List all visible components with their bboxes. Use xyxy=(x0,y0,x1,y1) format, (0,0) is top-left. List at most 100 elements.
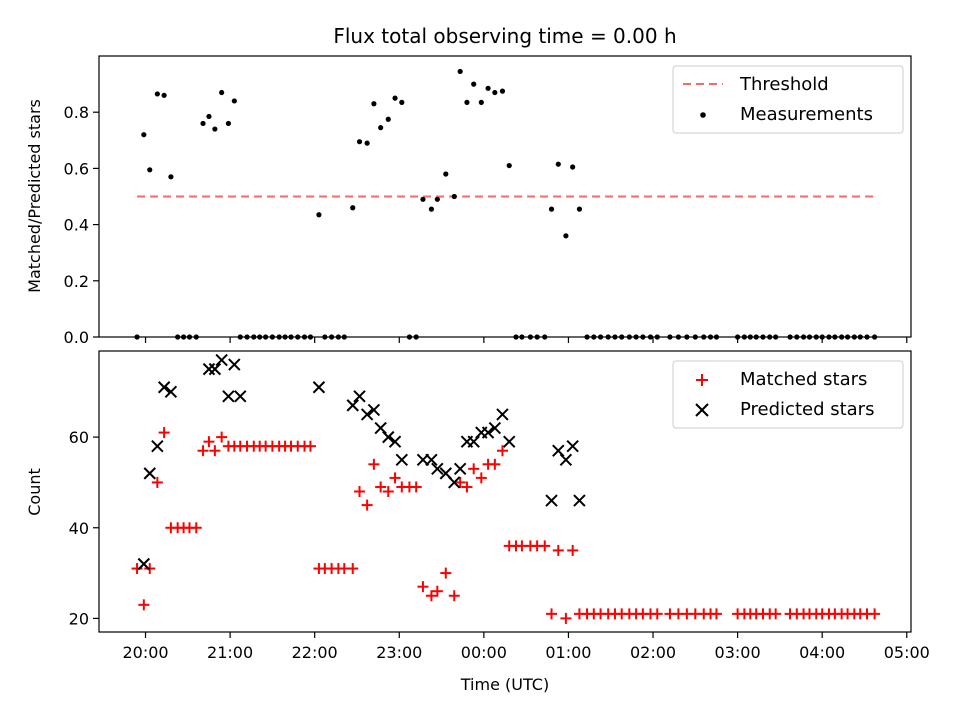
matched-star-point xyxy=(368,458,380,470)
predicted-star-point xyxy=(496,408,509,421)
measurement-point xyxy=(371,101,377,107)
predicted-star-point xyxy=(367,403,381,417)
x-tick-label: 03:00 xyxy=(715,643,761,662)
matched-star-point xyxy=(190,522,202,534)
predicted-star-point xyxy=(481,426,495,439)
measurement-point xyxy=(570,164,576,170)
matched-star-point xyxy=(375,481,387,493)
measurement-point xyxy=(364,140,370,146)
matched-star-points xyxy=(131,427,881,624)
matched-star-point xyxy=(651,608,663,620)
matched-star-point xyxy=(158,427,170,439)
measurement-point xyxy=(350,205,356,211)
predicted-star-point xyxy=(425,453,438,466)
top-chart-title: Flux total observing time = 0.00 h xyxy=(333,24,676,48)
matched-star-point xyxy=(209,445,221,457)
predicted-star-point xyxy=(312,381,326,394)
measurement-point xyxy=(576,206,583,212)
top-y-tick-label: 0.4 xyxy=(64,216,89,235)
predicted-star-point xyxy=(143,467,156,480)
legend-threshold-label: Threshold xyxy=(739,74,829,95)
ratio-panel: Flux total observing time = 0.00 h Match… xyxy=(25,24,912,347)
bottom-tick-layer: 20 40 60 20:00 21:00 22:00 23:00 00:00 01:00 02:0… xyxy=(69,428,930,662)
top-y-tick-label: 0.6 xyxy=(64,159,89,178)
measurement-point xyxy=(443,171,449,177)
measurement-point xyxy=(420,196,426,202)
predicted-star-point xyxy=(431,462,444,476)
predicted-star-point xyxy=(228,358,241,371)
top-axes-frame xyxy=(98,55,912,338)
predicted-star-point xyxy=(360,408,374,421)
matched-star-point xyxy=(203,436,215,448)
measurement-point xyxy=(451,193,457,200)
legend-measurements-label: Measurements xyxy=(740,104,873,125)
matched-star-point xyxy=(354,486,366,497)
top-y-axis-label: Matched/Predicted stars xyxy=(25,99,44,293)
measurement-point xyxy=(231,98,237,104)
matched-star-point xyxy=(197,445,209,457)
bottom-legend: Matched stars Predicted stars xyxy=(672,360,904,429)
matched-star-point xyxy=(417,581,429,593)
predicted-star-point xyxy=(215,353,228,367)
matched-star-point xyxy=(468,463,480,475)
x-tick-label: 21:00 xyxy=(207,643,253,662)
measurement-point xyxy=(428,206,435,212)
measurement-point xyxy=(219,89,225,96)
measurement-point xyxy=(471,81,477,87)
matched-star-point xyxy=(496,445,508,457)
matched-star-point xyxy=(347,563,359,575)
top-legend-box xyxy=(672,65,904,134)
matched-star-point xyxy=(710,608,722,620)
measurement-point xyxy=(492,89,498,96)
predicted-star-point xyxy=(566,439,579,453)
measurement-point xyxy=(506,162,512,169)
predicted-star-point xyxy=(388,435,402,448)
measurement-point xyxy=(555,161,561,167)
predicted-star-point xyxy=(559,453,573,466)
matched-star-point xyxy=(454,476,466,488)
measurement-point xyxy=(225,120,232,127)
measurement-point xyxy=(399,99,405,105)
x-tick-label: 23:00 xyxy=(376,643,422,662)
predicted-star-point xyxy=(234,390,247,403)
measurement-point xyxy=(168,174,174,180)
measurement-point xyxy=(200,120,206,127)
measurement-point xyxy=(356,139,363,145)
top-tick-layer: 0.0 0.2 0.4 0.6 0.8 xyxy=(64,103,908,347)
matched-star-point xyxy=(216,431,228,443)
measurement-point xyxy=(464,99,470,105)
measurement-point xyxy=(378,125,384,131)
legend-matched-label: Matched stars xyxy=(740,369,867,390)
measurement-point xyxy=(161,92,167,98)
matched-star-point xyxy=(425,590,437,602)
predicted-star-point xyxy=(448,476,461,489)
measurement-point xyxy=(499,88,506,94)
predicted-star-point xyxy=(488,421,502,435)
matched-star-point xyxy=(869,608,881,620)
bottom-axes-frame xyxy=(98,350,912,633)
measurement-point xyxy=(385,116,391,122)
predicted-star-point xyxy=(346,399,359,412)
matched-star-point xyxy=(389,472,401,484)
matched-star-point xyxy=(138,599,150,611)
top-y-tick-label: 0.0 xyxy=(64,328,89,347)
predicted-star-point xyxy=(503,435,516,448)
measurement-points xyxy=(134,68,878,340)
predicted-star-point xyxy=(151,439,164,453)
legend-measurements-swatch xyxy=(700,112,706,118)
matched-star-point xyxy=(151,476,163,488)
predicted-star-point xyxy=(164,385,178,398)
bottom-y-tick-label: 20 xyxy=(69,609,89,628)
legend-predicted-swatch xyxy=(695,403,709,417)
predicted-star-point xyxy=(157,381,171,394)
matched-star-point xyxy=(461,481,473,493)
measurement-point xyxy=(392,95,398,101)
bottom-y-tick-label: 40 xyxy=(69,519,89,538)
bottom-legend-box xyxy=(672,360,904,429)
predicted-star-point xyxy=(382,430,395,444)
predicted-star-point xyxy=(374,421,387,435)
measurement-point xyxy=(206,113,212,120)
measurement-point xyxy=(457,68,463,75)
matched-star-point xyxy=(539,540,551,552)
matched-star-point xyxy=(131,563,143,575)
